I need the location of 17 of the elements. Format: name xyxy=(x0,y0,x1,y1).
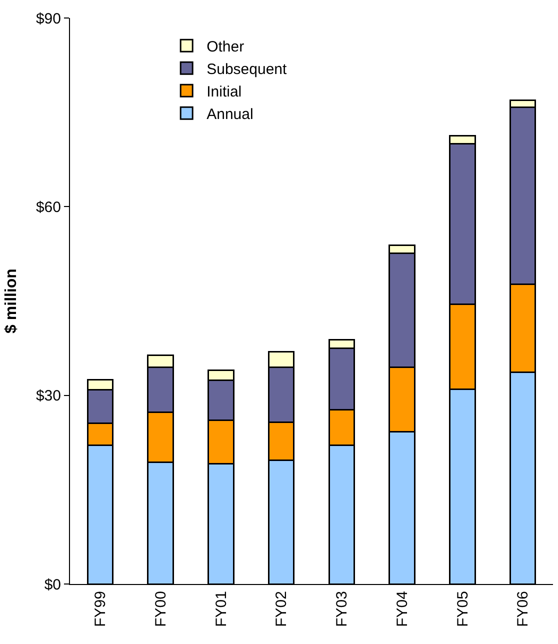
y-axis-title: $ million xyxy=(2,268,20,334)
y-tick-label: $90 xyxy=(36,10,61,28)
legend-label: Subsequent xyxy=(206,60,288,78)
x-tick-label: FY02 xyxy=(273,591,290,627)
y-tick-label: $60 xyxy=(36,198,61,216)
x-tick-label: FY05 xyxy=(454,591,472,627)
x-tick-label: FY03 xyxy=(334,591,351,627)
x-tick-label: FY99 xyxy=(92,591,110,627)
legend-label: Annual xyxy=(206,106,254,123)
x-tick-label: FY00 xyxy=(152,591,170,627)
legend-label: Other xyxy=(206,38,244,56)
x-tick-label: FY06 xyxy=(514,591,532,627)
y-tick-label: $30 xyxy=(36,388,61,405)
x-tick-label: FY04 xyxy=(394,591,411,627)
legend-label: Initial xyxy=(206,83,242,100)
x-tick-label: FY01 xyxy=(212,591,230,627)
y-tick-label: $0 xyxy=(44,576,61,594)
